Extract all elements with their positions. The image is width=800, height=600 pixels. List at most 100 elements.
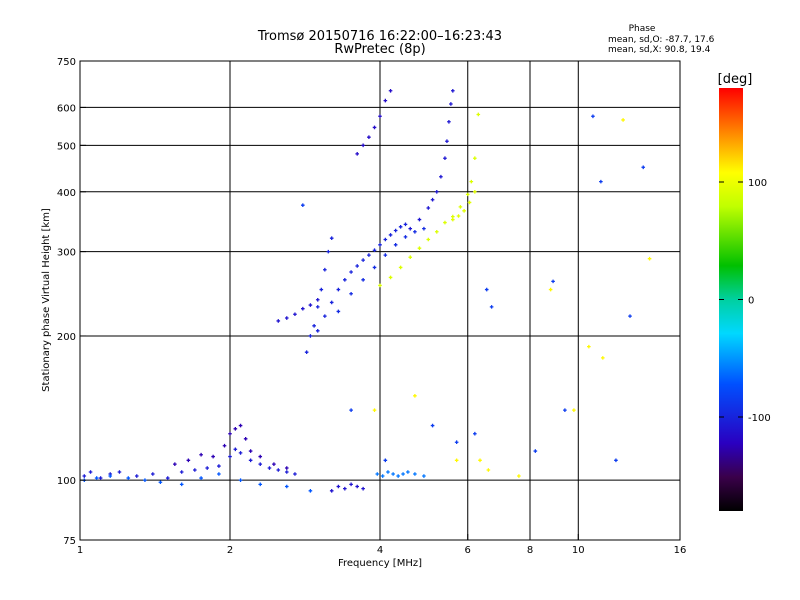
y-tick-label-1: 100 xyxy=(57,476,76,487)
data-point-13-5 xyxy=(473,431,477,436)
x-tick-label-5: 10 xyxy=(572,545,585,556)
data-point-3-3 xyxy=(349,482,353,487)
data-point-0-16 xyxy=(258,462,263,466)
data-point-0-9 xyxy=(193,468,197,472)
data-point-0-12 xyxy=(228,454,232,459)
data-point-12-3 xyxy=(467,200,472,205)
data-point-14-1 xyxy=(413,394,417,398)
y-tick-label-7: 750 xyxy=(57,57,76,68)
data-point-6-9 xyxy=(372,248,377,253)
data-point-2-12 xyxy=(308,489,313,493)
data-point-13-3 xyxy=(430,423,435,428)
data-point-7-8 xyxy=(422,226,426,231)
data-point-6-13 xyxy=(393,228,398,233)
data-point-1-4 xyxy=(222,443,227,448)
data-point-9-1 xyxy=(284,316,289,320)
data-point-10-5 xyxy=(383,98,388,103)
data-point-6-15 xyxy=(403,222,408,227)
data-point-11-1 xyxy=(388,275,393,280)
data-point-5-5 xyxy=(323,267,327,272)
data-point-6-10 xyxy=(378,242,382,247)
data-point-0-0 xyxy=(82,474,87,478)
grid-lines xyxy=(80,61,680,540)
data-point-14-3 xyxy=(478,458,482,463)
data-point-0-14 xyxy=(238,451,243,455)
data-point-1-5 xyxy=(228,431,232,436)
data-point-13-14 xyxy=(628,314,632,318)
data-point-14-11 xyxy=(647,256,652,261)
data-point-0-2 xyxy=(98,476,103,480)
data-point-8-3 xyxy=(430,197,435,202)
colorbar-tick-label-1: 0 xyxy=(748,296,754,307)
data-point-2-1 xyxy=(94,476,99,480)
y-tick-label-2: 200 xyxy=(57,332,76,343)
data-point-8-2 xyxy=(426,206,431,210)
data-point-4-7 xyxy=(413,472,417,476)
data-point-13-9 xyxy=(551,279,555,284)
data-point-6-8 xyxy=(367,253,371,257)
stats-heading: Phase xyxy=(629,24,656,34)
data-point-8-0 xyxy=(408,226,413,231)
data-point-11-12 xyxy=(473,156,477,161)
data-point-7-6 xyxy=(403,235,408,239)
data-point-14-8 xyxy=(587,344,591,349)
data-point-7-0 xyxy=(336,309,341,314)
data-point-10-3 xyxy=(372,125,377,130)
data-point-8-9 xyxy=(449,102,453,106)
y-tick-label-4: 400 xyxy=(57,188,76,199)
data-point-8-1 xyxy=(417,217,422,222)
data-point-5-0 xyxy=(304,350,309,354)
data-point-0-8 xyxy=(179,470,184,474)
data-point-1-6 xyxy=(233,427,238,431)
data-point-1-1 xyxy=(186,458,191,463)
data-point-6-14 xyxy=(398,225,403,229)
x-tick-label-6: 16 xyxy=(674,545,687,556)
data-point-6-7 xyxy=(361,258,365,262)
data-point-9-4 xyxy=(308,303,313,307)
data-point-0-4 xyxy=(117,470,122,474)
data-point-14-6 xyxy=(548,287,553,292)
data-point-2-7 xyxy=(199,476,203,480)
data-point-0-5 xyxy=(134,474,139,478)
data-point-6-5 xyxy=(349,270,353,274)
x-tick-label-4: 8 xyxy=(527,545,533,556)
data-point-7-2 xyxy=(361,277,365,282)
chart-subtitle: RwPretec (8p) xyxy=(334,42,425,57)
data-point-0-10 xyxy=(205,466,209,470)
data-point-12-4 xyxy=(473,189,477,194)
data-point-9-0 xyxy=(276,319,281,323)
data-point-12-1 xyxy=(456,214,461,218)
data-point-8-6 xyxy=(443,156,447,161)
data-point-11-4 xyxy=(417,246,422,250)
data-point-13-13 xyxy=(614,458,618,463)
colorbar-ticks: 100 0 -100 xyxy=(719,178,771,424)
data-point-6-0 xyxy=(315,329,320,333)
data-point-10-0 xyxy=(355,152,359,156)
data-point-4-2 xyxy=(386,470,390,474)
data-point-8-7 xyxy=(445,139,449,144)
data-point-1-11 xyxy=(272,462,276,466)
data-point-6-4 xyxy=(343,277,347,282)
data-point-0-11 xyxy=(217,464,221,468)
data-point-10-1 xyxy=(361,143,365,148)
x-tick-label-0: 1 xyxy=(77,545,83,556)
data-point-2-2 xyxy=(108,474,113,478)
data-point-13-1 xyxy=(349,408,353,412)
data-point-5-2 xyxy=(312,324,316,328)
data-point-0-6 xyxy=(151,472,155,476)
data-point-3-0 xyxy=(329,489,334,493)
data-point-9-3 xyxy=(301,306,305,311)
data-point-6-12 xyxy=(388,233,393,237)
data-point-6-3 xyxy=(336,287,341,292)
data-point-0-18 xyxy=(276,468,281,472)
data-point-7-3 xyxy=(372,265,377,270)
data-point-13-12 xyxy=(599,179,603,184)
data-point-2-8 xyxy=(217,472,221,476)
colorbar-tick-label-0: 100 xyxy=(748,178,767,189)
data-point-2-11 xyxy=(284,484,289,489)
data-point-1-12 xyxy=(284,466,289,470)
data-point-14-10 xyxy=(621,118,625,122)
data-point-1-0 xyxy=(173,462,177,466)
data-point-4-1 xyxy=(380,474,385,478)
